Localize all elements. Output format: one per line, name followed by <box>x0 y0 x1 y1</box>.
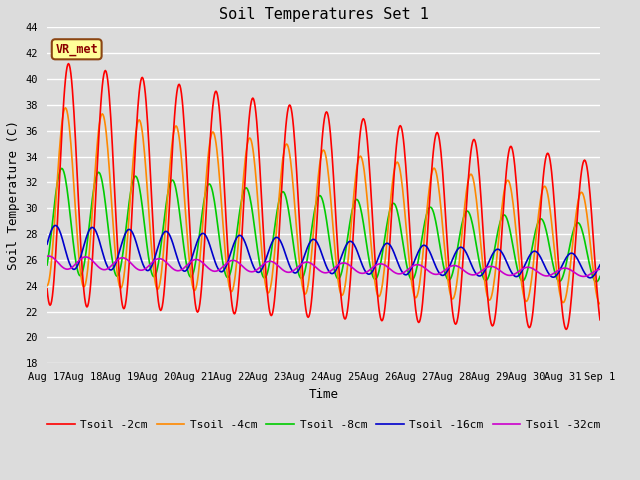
Y-axis label: Soil Temperature (C): Soil Temperature (C) <box>7 120 20 270</box>
Legend: Tsoil -2cm, Tsoil -4cm, Tsoil -8cm, Tsoil -16cm, Tsoil -32cm: Tsoil -2cm, Tsoil -4cm, Tsoil -8cm, Tsoi… <box>42 416 605 435</box>
Title: Soil Temperatures Set 1: Soil Temperatures Set 1 <box>219 7 428 22</box>
Line: Tsoil -8cm: Tsoil -8cm <box>47 168 600 282</box>
Line: Tsoil -4cm: Tsoil -4cm <box>47 108 600 304</box>
Line: Tsoil -32cm: Tsoil -32cm <box>47 256 600 276</box>
X-axis label: Time: Time <box>308 388 339 401</box>
Line: Tsoil -16cm: Tsoil -16cm <box>47 226 600 278</box>
Line: Tsoil -2cm: Tsoil -2cm <box>47 64 600 329</box>
Text: VR_met: VR_met <box>55 43 98 56</box>
